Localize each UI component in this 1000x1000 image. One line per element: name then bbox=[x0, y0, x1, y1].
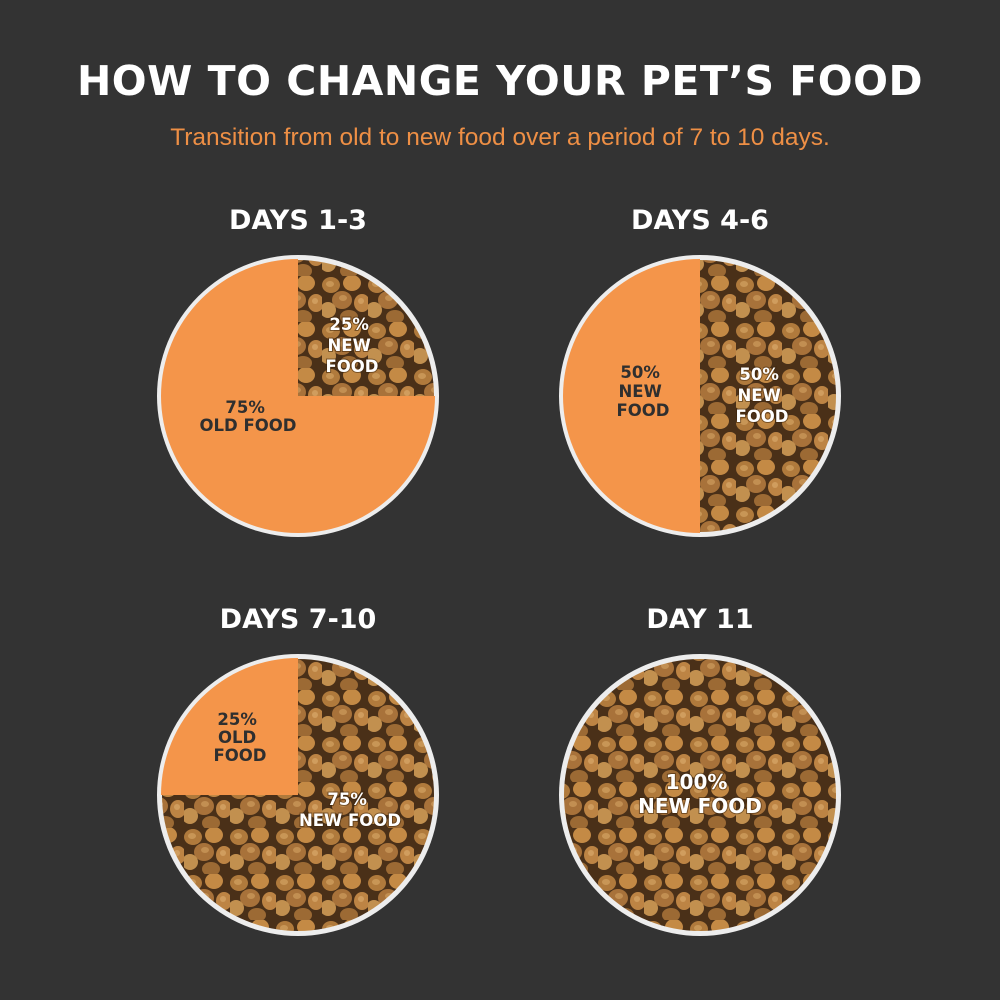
old-food-label: 25% OLD FOOD bbox=[213, 710, 266, 765]
stage-days-4-6: DAYS 4-6 50% NEW FOOD 50% NEW FOOD bbox=[559, 205, 841, 537]
page-subtitle: Transition from old to new food over a p… bbox=[170, 124, 830, 151]
old-food-label: 75% OLD FOOD bbox=[199, 398, 296, 435]
old-food-label: 50% NEW FOOD bbox=[616, 363, 669, 420]
page-title: HOW TO CHANGE YOUR PET’S FOOD bbox=[77, 57, 923, 105]
bowl bbox=[157, 654, 439, 936]
stage-title: DAYS 1-3 bbox=[229, 205, 367, 236]
new-food-label: 75% NEW FOOD bbox=[299, 790, 401, 830]
stage-title: DAYS 4-6 bbox=[631, 205, 769, 236]
bowl bbox=[559, 255, 841, 537]
stage-day-11: DAY 11 100% NEW FOOD bbox=[559, 604, 841, 936]
old-food-sector bbox=[563, 259, 700, 533]
new-food-label: 100% NEW FOOD bbox=[638, 770, 762, 818]
old-food-sector bbox=[161, 658, 298, 795]
new-food-label: 50% NEW FOOD bbox=[735, 365, 788, 426]
new-food-label: 25% NEW FOOD bbox=[325, 315, 378, 376]
stage-days-1-3: DAYS 1-3 25% NEW FOOD 75% OLD FOOD bbox=[157, 205, 439, 537]
old-food-sector bbox=[161, 259, 435, 533]
stage-days-7-10: DAYS 7-10 25% OLD FOOD 75% NEW FOOD bbox=[157, 604, 439, 936]
stage-title: DAY 11 bbox=[646, 604, 753, 635]
bowl bbox=[157, 255, 439, 537]
stage-title: DAYS 7-10 bbox=[220, 604, 377, 635]
bowl bbox=[559, 654, 841, 936]
new-food-area bbox=[564, 659, 836, 931]
